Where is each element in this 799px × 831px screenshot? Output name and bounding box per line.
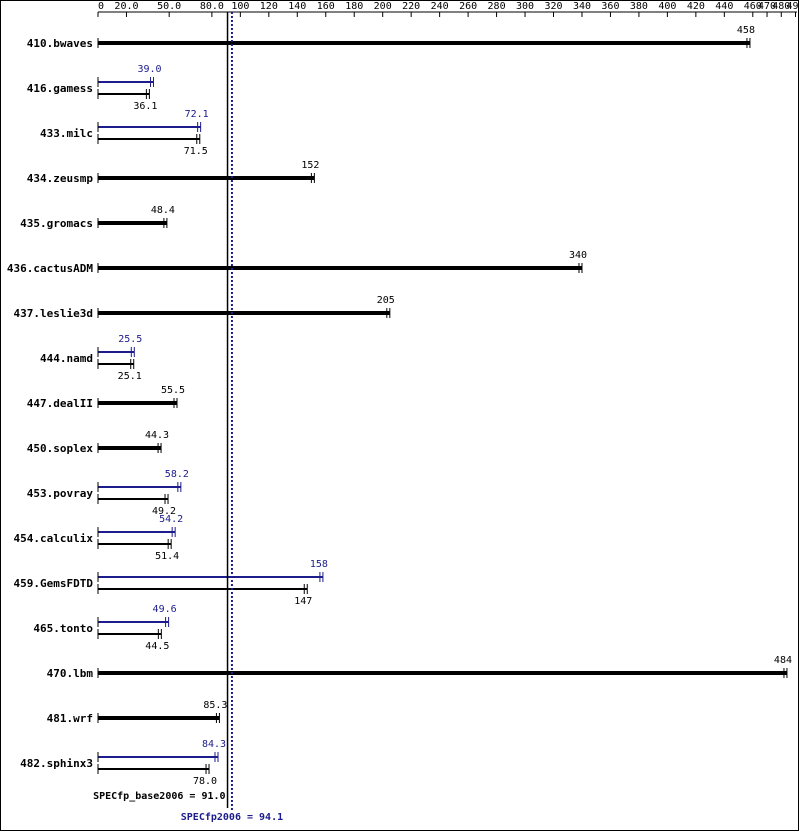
bar (98, 588, 308, 590)
value-label: 44.5 (145, 641, 169, 652)
x-tick-label: 420 (687, 1, 705, 12)
bar (98, 768, 210, 770)
x-tick-label: 380 (630, 1, 648, 12)
bar (98, 266, 582, 270)
value-label: 152 (301, 160, 319, 171)
reference-label: SPECfp2006 = 94.1 (181, 812, 283, 823)
value-label: 147 (294, 596, 312, 607)
x-tick-label: 440 (715, 1, 733, 12)
bar (98, 363, 134, 365)
bar (98, 176, 315, 180)
value-label: 36.1 (133, 101, 157, 112)
x-tick-label: 240 (431, 1, 449, 12)
x-tick-label: 360 (601, 1, 619, 12)
x-tick-label: 300 (516, 1, 534, 12)
value-label: 158 (310, 559, 328, 570)
x-tick-label: 320 (544, 1, 562, 12)
x-tick-label: 460 (744, 1, 762, 12)
x-tick-label: 140 (288, 1, 306, 12)
value-label: 458 (737, 25, 755, 36)
bar (98, 671, 787, 675)
value-label: 484 (774, 655, 792, 666)
x-tick-label: 280 (488, 1, 506, 12)
bar (98, 633, 162, 635)
benchmark-name: 437.leslie3d (14, 307, 93, 320)
benchmark-name: 436.cactusADM (7, 262, 93, 275)
value-label: 78.0 (193, 776, 217, 787)
benchmark-name: 433.milc (40, 127, 93, 140)
benchmark-name: 454.calculix (14, 532, 94, 545)
x-tick-label: 340 (573, 1, 591, 12)
value-label: 58.2 (165, 469, 189, 480)
bar (98, 543, 172, 545)
benchmark-name: 465.tonto (33, 622, 93, 635)
value-label: 39.0 (137, 64, 161, 75)
bar (98, 716, 220, 720)
value-label: 55.5 (161, 385, 185, 396)
benchmark-name: 434.zeusmp (27, 172, 94, 185)
value-label: 72.1 (185, 109, 209, 120)
bar (98, 486, 181, 488)
x-tick-label: 220 (402, 1, 420, 12)
value-label: 49.2 (152, 506, 176, 517)
x-tick-label: 80.0 (200, 1, 224, 12)
x-tick-label: 180 (345, 1, 363, 12)
value-label: 51.4 (155, 551, 179, 562)
x-tick-label: 0 (98, 1, 104, 12)
bar (98, 138, 200, 140)
bar (98, 498, 169, 500)
benchmark-name: 481.wrf (47, 712, 93, 725)
bar (98, 621, 169, 623)
x-tick-label: 100 (231, 1, 249, 12)
reference-label: SPECfp_base2006 = 91.0 (93, 791, 225, 802)
value-label: 48.4 (151, 205, 175, 216)
bar (98, 41, 750, 45)
bar (98, 93, 150, 95)
value-label: 71.5 (184, 146, 208, 157)
bar (98, 756, 218, 758)
bar (98, 401, 178, 405)
bar (98, 311, 390, 315)
x-tick-label: 50.0 (157, 1, 181, 12)
benchmark-name: 482.sphinx3 (20, 757, 93, 770)
x-tick-label: 20.0 (114, 1, 138, 12)
value-label: 44.3 (145, 430, 169, 441)
value-label: 25.1 (118, 371, 142, 382)
x-tick-label: 400 (658, 1, 676, 12)
x-tick-label: 480 (772, 1, 790, 12)
x-tick-label: 120 (260, 1, 278, 12)
x-tick-label: 260 (459, 1, 477, 12)
value-label: 340 (569, 250, 587, 261)
benchmark-name: 470.lbm (47, 667, 94, 680)
bar (98, 81, 154, 83)
x-tick-label: 200 (374, 1, 392, 12)
x-tick-label: 490 (786, 1, 799, 12)
benchmark-name: 447.dealII (27, 397, 93, 410)
value-label: 54.2 (159, 514, 183, 525)
bar (98, 221, 167, 225)
benchmark-name: 444.namd (40, 352, 93, 365)
benchmark-name: 453.povray (27, 487, 94, 500)
value-label: 25.5 (118, 334, 142, 345)
benchmark-name: 450.soplex (27, 442, 94, 455)
x-tick-label: 470 (758, 1, 776, 12)
benchmark-name: 459.GemsFDTD (14, 577, 94, 590)
bar (98, 531, 176, 533)
bar (98, 126, 201, 128)
bar (98, 576, 323, 578)
value-label: 205 (377, 295, 395, 306)
bar (98, 351, 135, 353)
value-label: 85.3 (203, 700, 227, 711)
value-label: 84.3 (202, 739, 226, 750)
benchmark-name: 410.bwaves (27, 37, 93, 50)
benchmark-name: 435.gromacs (20, 217, 93, 230)
x-tick-label: 160 (317, 1, 335, 12)
bar (98, 446, 162, 450)
benchmark-name: 416.gamess (27, 82, 93, 95)
value-label: 49.6 (153, 604, 177, 615)
